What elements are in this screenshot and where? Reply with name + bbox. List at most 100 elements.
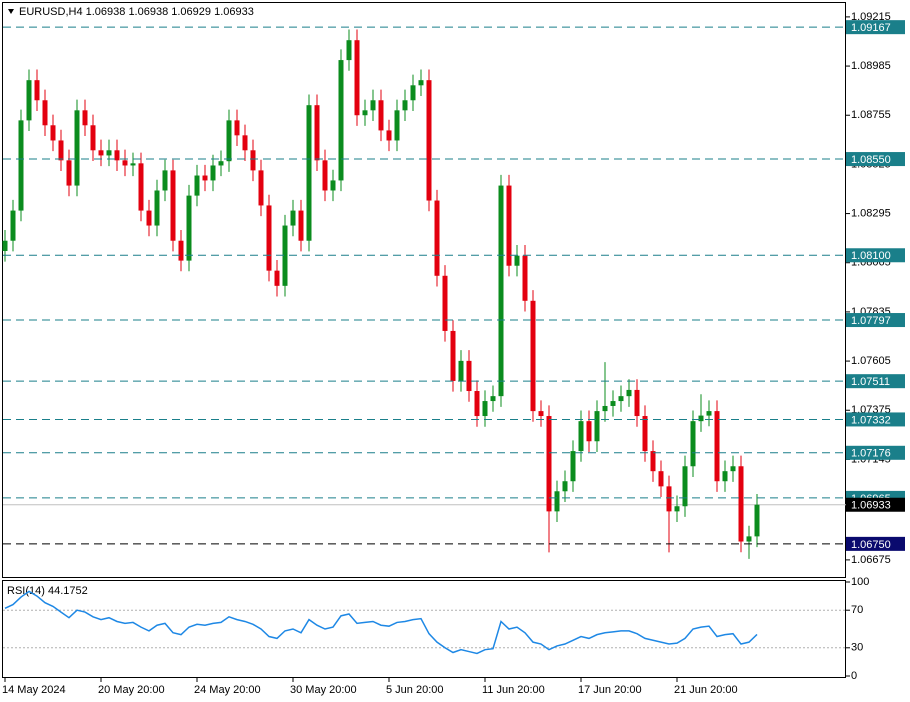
- candle-body: [298, 210, 304, 241]
- candle-body: [690, 421, 696, 467]
- candle-body: [26, 80, 32, 121]
- rsi-y-tick-label: 30: [851, 642, 863, 654]
- candle-body: [186, 195, 192, 261]
- menu-arrow[interactable]: [8, 9, 14, 14]
- candle-body: [74, 110, 80, 186]
- support-box: [846, 536, 905, 551]
- rsi-y-tick-label: 0: [851, 670, 857, 682]
- candle-body: [10, 210, 16, 241]
- rsi-panel: [2, 580, 846, 678]
- candle-body: [346, 40, 352, 61]
- candle-body: [178, 240, 184, 261]
- candle-body: [378, 100, 384, 131]
- candle-body: [754, 504, 760, 537]
- candle-body: [202, 175, 208, 181]
- candle-body: [546, 416, 552, 512]
- candle-body: [706, 411, 712, 416]
- candle-body: [282, 225, 288, 286]
- candle-body: [426, 80, 432, 201]
- y-tick-label: 1.09215: [851, 11, 891, 23]
- level-label: 1.07797: [851, 315, 891, 327]
- candle-body: [666, 486, 672, 512]
- y-tick-label: 1.08755: [851, 109, 891, 121]
- candle-body: [58, 140, 64, 161]
- candle-body: [562, 481, 568, 492]
- level-label: 1.08550: [851, 154, 891, 166]
- candle-body: [610, 401, 616, 406]
- candle-body: [50, 125, 56, 141]
- support-label: 1.06750: [851, 539, 891, 551]
- candle-body: [194, 175, 200, 196]
- candle-body: [746, 536, 752, 542]
- rsi-title: RSI(14) 44.1752: [7, 585, 88, 597]
- candle-body: [674, 506, 680, 512]
- candle-body: [714, 411, 720, 482]
- x-tick-label: 5 Jun 20:00: [386, 684, 444, 696]
- chart-header: EURUSD,H4 1.06938 1.06938 1.06929 1.0693…: [19, 6, 254, 18]
- level-label: 1.07176: [851, 448, 891, 460]
- candle-body: [210, 165, 216, 181]
- x-tick-label: 11 Jun 20:00: [482, 684, 545, 696]
- candle-body: [362, 110, 368, 116]
- level-label: 1.08100: [851, 250, 891, 262]
- level-box: [846, 374, 905, 389]
- candle-body: [34, 80, 40, 101]
- level-box: [846, 412, 905, 427]
- level-label: 1.07511: [851, 376, 890, 388]
- candle-body: [418, 80, 424, 86]
- candle-body: [578, 421, 584, 452]
- candle-body: [354, 40, 360, 116]
- level-label: 1.07332: [851, 414, 891, 426]
- current-price-label: 1.06933: [851, 500, 891, 512]
- candle-body: [594, 411, 600, 442]
- x-tick-label: 21 Jun 20:00: [674, 684, 738, 696]
- candle-body: [162, 170, 168, 191]
- candle-body: [634, 389, 640, 417]
- candle-body: [274, 270, 280, 286]
- candle-body: [554, 491, 560, 512]
- y-tick-label: 1.08985: [851, 60, 891, 72]
- candle-body: [18, 120, 24, 211]
- candle-body: [514, 255, 520, 266]
- x-tick-label: 20 May 20:00: [98, 684, 165, 696]
- candle-body: [386, 130, 392, 141]
- candle-body: [338, 60, 344, 181]
- candle-body: [602, 405, 608, 412]
- candle-body: [370, 100, 376, 111]
- candle-body: [218, 161, 224, 166]
- main-panel: [2, 2, 846, 578]
- candle-body: [498, 185, 504, 397]
- x-tick-label: 30 May 20:00: [290, 684, 357, 696]
- candle-body: [658, 471, 664, 487]
- candle-body: [570, 451, 576, 482]
- x-tick-label: 14 May 2024: [2, 684, 66, 696]
- candle-body: [290, 210, 296, 226]
- candle-body: [618, 396, 624, 402]
- candle-body: [170, 170, 176, 241]
- current-price-box: [846, 497, 905, 512]
- candle-body: [642, 416, 648, 452]
- rsi-line: [4, 590, 758, 655]
- candle-body: [474, 391, 480, 417]
- candle-body: [90, 125, 96, 151]
- rsi-y-tick-label: 70: [851, 604, 863, 616]
- rsi-y-tick-label: 100: [851, 576, 869, 588]
- candle-body: [154, 190, 160, 226]
- candle-body: [2, 240, 8, 251]
- candle-body: [322, 160, 328, 191]
- candle-body: [130, 163, 136, 166]
- candle-body: [266, 205, 272, 271]
- candle-body: [314, 105, 320, 161]
- candle-body: [42, 100, 48, 126]
- candle-body: [450, 330, 456, 381]
- candle-body: [258, 170, 264, 206]
- candle-body: [394, 110, 400, 141]
- candle-body: [250, 150, 256, 171]
- candle-body: [138, 163, 144, 211]
- y-tick-label: 1.06675: [851, 554, 891, 566]
- candle-body: [730, 466, 736, 472]
- candle-body: [226, 120, 232, 162]
- candle-body: [146, 210, 152, 226]
- candle-body: [490, 396, 496, 402]
